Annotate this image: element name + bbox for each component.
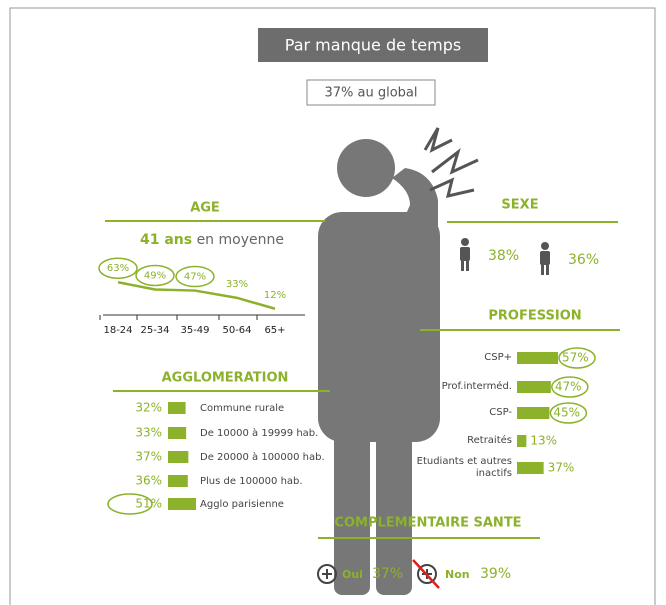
age-value-label: 47%	[184, 272, 206, 283]
profession-bar	[517, 381, 551, 393]
highlight-circle	[549, 402, 588, 424]
profession-label: Prof.interméd.	[441, 381, 512, 392]
agglo-label: De 20000 à 100000 hab.	[200, 451, 325, 463]
sante-label: Non	[445, 568, 470, 581]
age-line	[117, 281, 276, 310]
profession-label: CSP-	[489, 407, 512, 418]
agglo-bar	[168, 451, 189, 463]
age-value-label: 63%	[107, 263, 129, 274]
sante-value: 37%	[372, 566, 403, 582]
highlight-circle	[175, 265, 215, 288]
age-value-label: 12%	[264, 290, 286, 301]
profession-label: Etudiants et autres inactifs	[416, 456, 512, 479]
section-title: AGGLOMERATION	[162, 371, 289, 386]
highlight-circle	[135, 264, 175, 287]
global-box	[306, 79, 436, 106]
mean-suffix: en moyenne	[197, 232, 284, 248]
section-title: AGE	[190, 201, 220, 216]
highlight-circle	[98, 257, 138, 279]
highlight-circle	[551, 376, 589, 398]
agglo-value: 36%	[135, 474, 162, 488]
profession-bar	[517, 407, 550, 419]
profession-bar	[517, 352, 559, 364]
profession-value: 37%	[548, 461, 575, 475]
highlight-circle	[107, 493, 153, 515]
agglo-value: 51%	[135, 497, 162, 511]
person-figure	[318, 139, 440, 595]
agglo-value: 33%	[135, 426, 162, 440]
title: Par manque de temps	[285, 36, 461, 55]
title-box	[258, 28, 488, 62]
sante-label: Oui	[342, 568, 363, 581]
profession-bar	[517, 462, 544, 474]
age-category: 18-24	[103, 325, 132, 336]
agglo-label: De 10000 à 19999 hab.	[200, 427, 318, 439]
age-category: 35-49	[180, 325, 209, 336]
section-title: SEXE	[501, 198, 538, 213]
male-icon	[460, 238, 470, 271]
agglo-label: Plus de 100000 hab.	[200, 476, 303, 487]
highlight-circle	[558, 347, 596, 369]
profession-value: 57%	[562, 351, 589, 365]
age-value-label: 49%	[144, 271, 166, 282]
mean: 41 ans	[140, 232, 192, 248]
sexe-value: 38%	[488, 248, 519, 264]
sante-value: 39%	[480, 566, 511, 582]
agglo-label: Agglo parisienne	[200, 499, 284, 510]
frame	[9, 7, 656, 605]
profession-value: 47%	[555, 380, 582, 394]
profession-value: 45%	[553, 406, 580, 420]
age-mean: 41 ans en moyenne	[140, 232, 284, 248]
noise-icon	[423, 127, 479, 199]
agglo-value: 32%	[135, 401, 162, 415]
agglo-bar	[168, 402, 186, 414]
agglo-value: 37%	[135, 450, 162, 464]
age-category: 25-34	[140, 325, 169, 336]
section-title: COMPLEMENTAIRE SANTE	[334, 516, 521, 531]
profession-label: Retraités	[467, 435, 512, 446]
profession-label: CSP+	[484, 352, 512, 363]
age-category: 65+	[264, 325, 285, 336]
global: 37% au global	[324, 86, 417, 101]
agglo-bar	[168, 475, 188, 487]
profession-value: 13%	[530, 434, 557, 448]
age-value-label: 33%	[226, 279, 248, 290]
section-title: PROFESSION	[488, 309, 581, 324]
female-icon	[540, 242, 550, 275]
profession-bar	[517, 435, 527, 447]
agglo-bar	[168, 427, 187, 439]
minus-icon	[412, 559, 440, 589]
agglo-label: Commune rurale	[200, 403, 284, 414]
agglo-bar	[168, 498, 197, 510]
plus-icon	[317, 564, 337, 584]
age-category: 50-64	[222, 325, 251, 336]
sexe-value: 36%	[568, 252, 599, 268]
